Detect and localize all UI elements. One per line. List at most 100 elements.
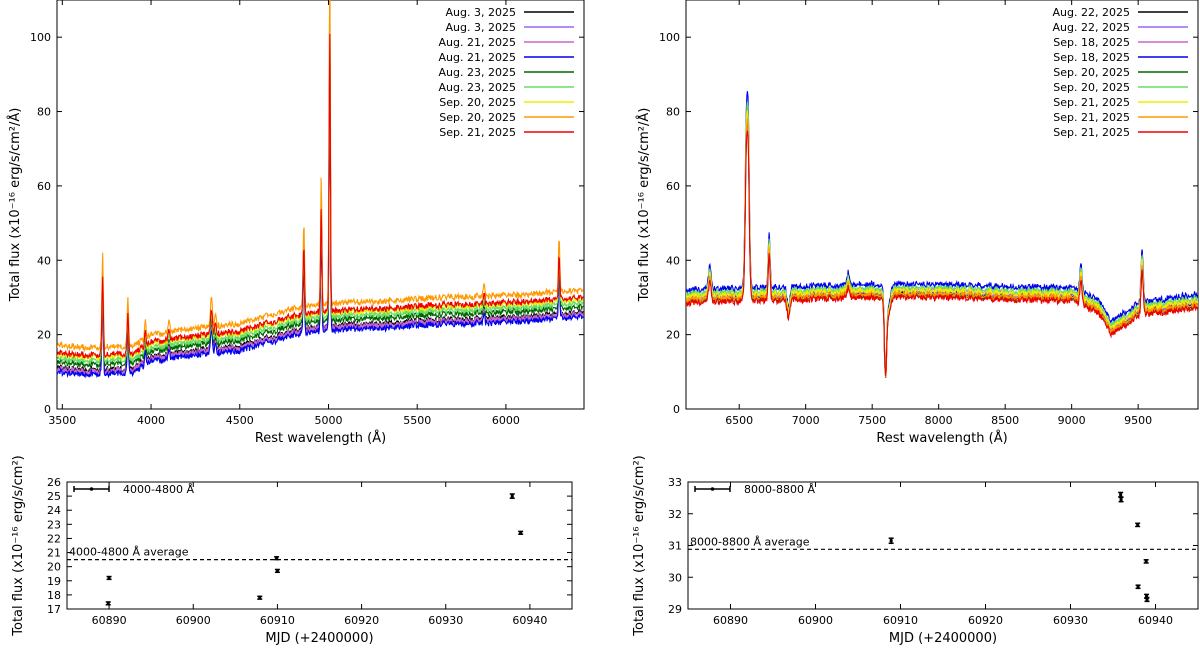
y-tick-label: 80 xyxy=(666,106,680,119)
data-point xyxy=(509,493,515,499)
x-tick-label: 60940 xyxy=(1138,614,1173,627)
y-tick-label: 17 xyxy=(47,603,61,616)
data-point xyxy=(106,575,112,581)
y-tick-label: 30 xyxy=(668,571,682,584)
x-tick-label: 60890 xyxy=(713,614,748,627)
legend-entry: Aug. 3, 2025 xyxy=(446,6,516,19)
x-tick-label: 3500 xyxy=(48,414,76,427)
x-tick-label: 7000 xyxy=(792,414,820,427)
y-tick-label: 100 xyxy=(659,31,680,44)
y-tick-label: 20 xyxy=(47,561,61,574)
spectrum-panel-blue: 3500 4000 4500 5000 5500 6000 0 20 40 60 80 100 Rest… xyxy=(7,0,585,446)
spectrum-panel-red: 6500 7000 7500 8000 8500 9000 9500 0 20 40 60 80 100… xyxy=(636,0,1199,446)
series-line xyxy=(686,117,1198,377)
data-point xyxy=(1135,584,1141,590)
legend-entry: Aug. 22, 2025 xyxy=(1053,21,1130,34)
y-tick-label: 22 xyxy=(47,532,61,545)
series-line xyxy=(686,101,1198,377)
y-tick-label: 24 xyxy=(47,504,61,517)
plot-frame xyxy=(685,0,1199,410)
y-tick-label: 40 xyxy=(37,254,51,267)
legend-entry: Aug. 23, 2025 xyxy=(439,81,516,94)
y-tick-label: 31 xyxy=(668,540,682,553)
y-tick-label: 29 xyxy=(668,603,682,616)
x-tick-label: 4000 xyxy=(137,414,165,427)
series-line xyxy=(686,130,1198,377)
legend-entry: Sep. 20, 2025 xyxy=(439,96,516,109)
series-line xyxy=(686,112,1198,376)
x-tick-label: 60930 xyxy=(428,614,463,627)
legend-entry: Sep. 21, 2025 xyxy=(439,126,516,139)
y-axis-label: Total flux (x10⁻¹⁶ erg/s/cm²/Å) xyxy=(636,108,652,303)
legend-entry: 4000-4800 Å xyxy=(123,483,194,496)
data-point xyxy=(1118,491,1124,498)
legend-entry: Sep. 20, 2025 xyxy=(439,111,516,124)
average-label: 4000-4800 Å average xyxy=(69,546,189,559)
x-tick-label: 4500 xyxy=(226,414,254,427)
x-axis-label: MJD (+2400000) xyxy=(889,631,997,646)
y-tick-label: 40 xyxy=(666,254,680,267)
y-tick-label: 60 xyxy=(666,180,680,193)
legend-entry: Sep. 21, 2025 xyxy=(1053,111,1130,124)
legend-entry: Aug. 21, 2025 xyxy=(439,51,516,64)
x-tick-label: 6500 xyxy=(725,414,753,427)
x-tick-label: 5000 xyxy=(314,414,342,427)
y-tick-label: 100 xyxy=(30,31,51,44)
plot-frame xyxy=(56,0,585,410)
legend-entry: Aug. 23, 2025 xyxy=(439,66,516,79)
legend-entry: Aug. 22, 2025 xyxy=(1053,6,1130,19)
y-tick-label: 26 xyxy=(47,476,61,489)
series-line xyxy=(686,107,1198,377)
y-tick-label: 18 xyxy=(47,589,61,602)
data-point xyxy=(1135,522,1141,528)
data-point xyxy=(105,601,111,606)
legend-entry: Aug. 21, 2025 xyxy=(439,36,516,49)
x-tick-label: 9500 xyxy=(1124,414,1152,427)
data-point xyxy=(274,568,280,574)
y-tick-label: 0 xyxy=(44,403,51,416)
data-point xyxy=(1144,596,1150,603)
x-axis-label: Rest wavelength (Å) xyxy=(876,430,1007,446)
spectra xyxy=(57,0,584,379)
x-tick-label: 60920 xyxy=(344,614,379,627)
series-line xyxy=(686,121,1198,378)
y-tick-label: 19 xyxy=(47,575,61,588)
legend-entry: Aug. 3, 2025 xyxy=(446,21,516,34)
average-label: 8000-8800 Å average xyxy=(690,535,810,548)
y-tick-label: 20 xyxy=(666,329,680,342)
y-axis-label: Total flux (x10⁻¹⁶ erg/s/cm²) xyxy=(632,455,647,636)
y-tick-label: 20 xyxy=(37,329,51,342)
lightcurve-panel-blue: 60890 60900 60910 60920 60930 60940 1718192021… xyxy=(11,455,573,646)
x-tick-label: 60890 xyxy=(92,614,127,627)
series-line xyxy=(686,118,1198,378)
y-tick-label: 32 xyxy=(668,508,682,521)
x-tick-label: 9000 xyxy=(1058,414,1086,427)
series-line xyxy=(57,33,584,360)
x-tick-label: 60910 xyxy=(883,614,918,627)
x-tick-label: 8000 xyxy=(925,414,953,427)
x-tick-label: 5500 xyxy=(403,414,431,427)
data-point xyxy=(1143,559,1149,564)
x-tick-label: 7500 xyxy=(858,414,886,427)
x-tick-label: 8500 xyxy=(991,414,1019,427)
x-tick-label: 60900 xyxy=(176,614,211,627)
legend-entry: Sep. 18, 2025 xyxy=(1053,36,1130,49)
legend-entry: Sep. 21, 2025 xyxy=(1053,126,1130,139)
x-tick-label: 60910 xyxy=(260,614,295,627)
y-axis-label: Total flux (x10⁻¹⁶ erg/s/cm²) xyxy=(11,455,26,636)
y-tick-label: 21 xyxy=(47,547,61,560)
legend-entry: Sep. 21, 2025 xyxy=(1053,96,1130,109)
x-tick-label: 6000 xyxy=(492,414,520,427)
y-tick-label: 23 xyxy=(47,518,61,531)
x-axis-label: MJD (+2400000) xyxy=(265,631,373,646)
data-point xyxy=(888,537,894,545)
x-tick-label: 60920 xyxy=(968,614,1003,627)
legend-entry: Sep. 20, 2025 xyxy=(1053,81,1130,94)
legend-entry: 8000-8800 Å xyxy=(744,483,815,496)
spectra xyxy=(686,91,1198,378)
y-axis-label: Total flux (x10⁻¹⁶ erg/s/cm²/Å) xyxy=(7,108,23,303)
series-line xyxy=(686,110,1198,377)
y-tick-label: 0 xyxy=(673,403,680,416)
plot-frame xyxy=(66,481,573,610)
